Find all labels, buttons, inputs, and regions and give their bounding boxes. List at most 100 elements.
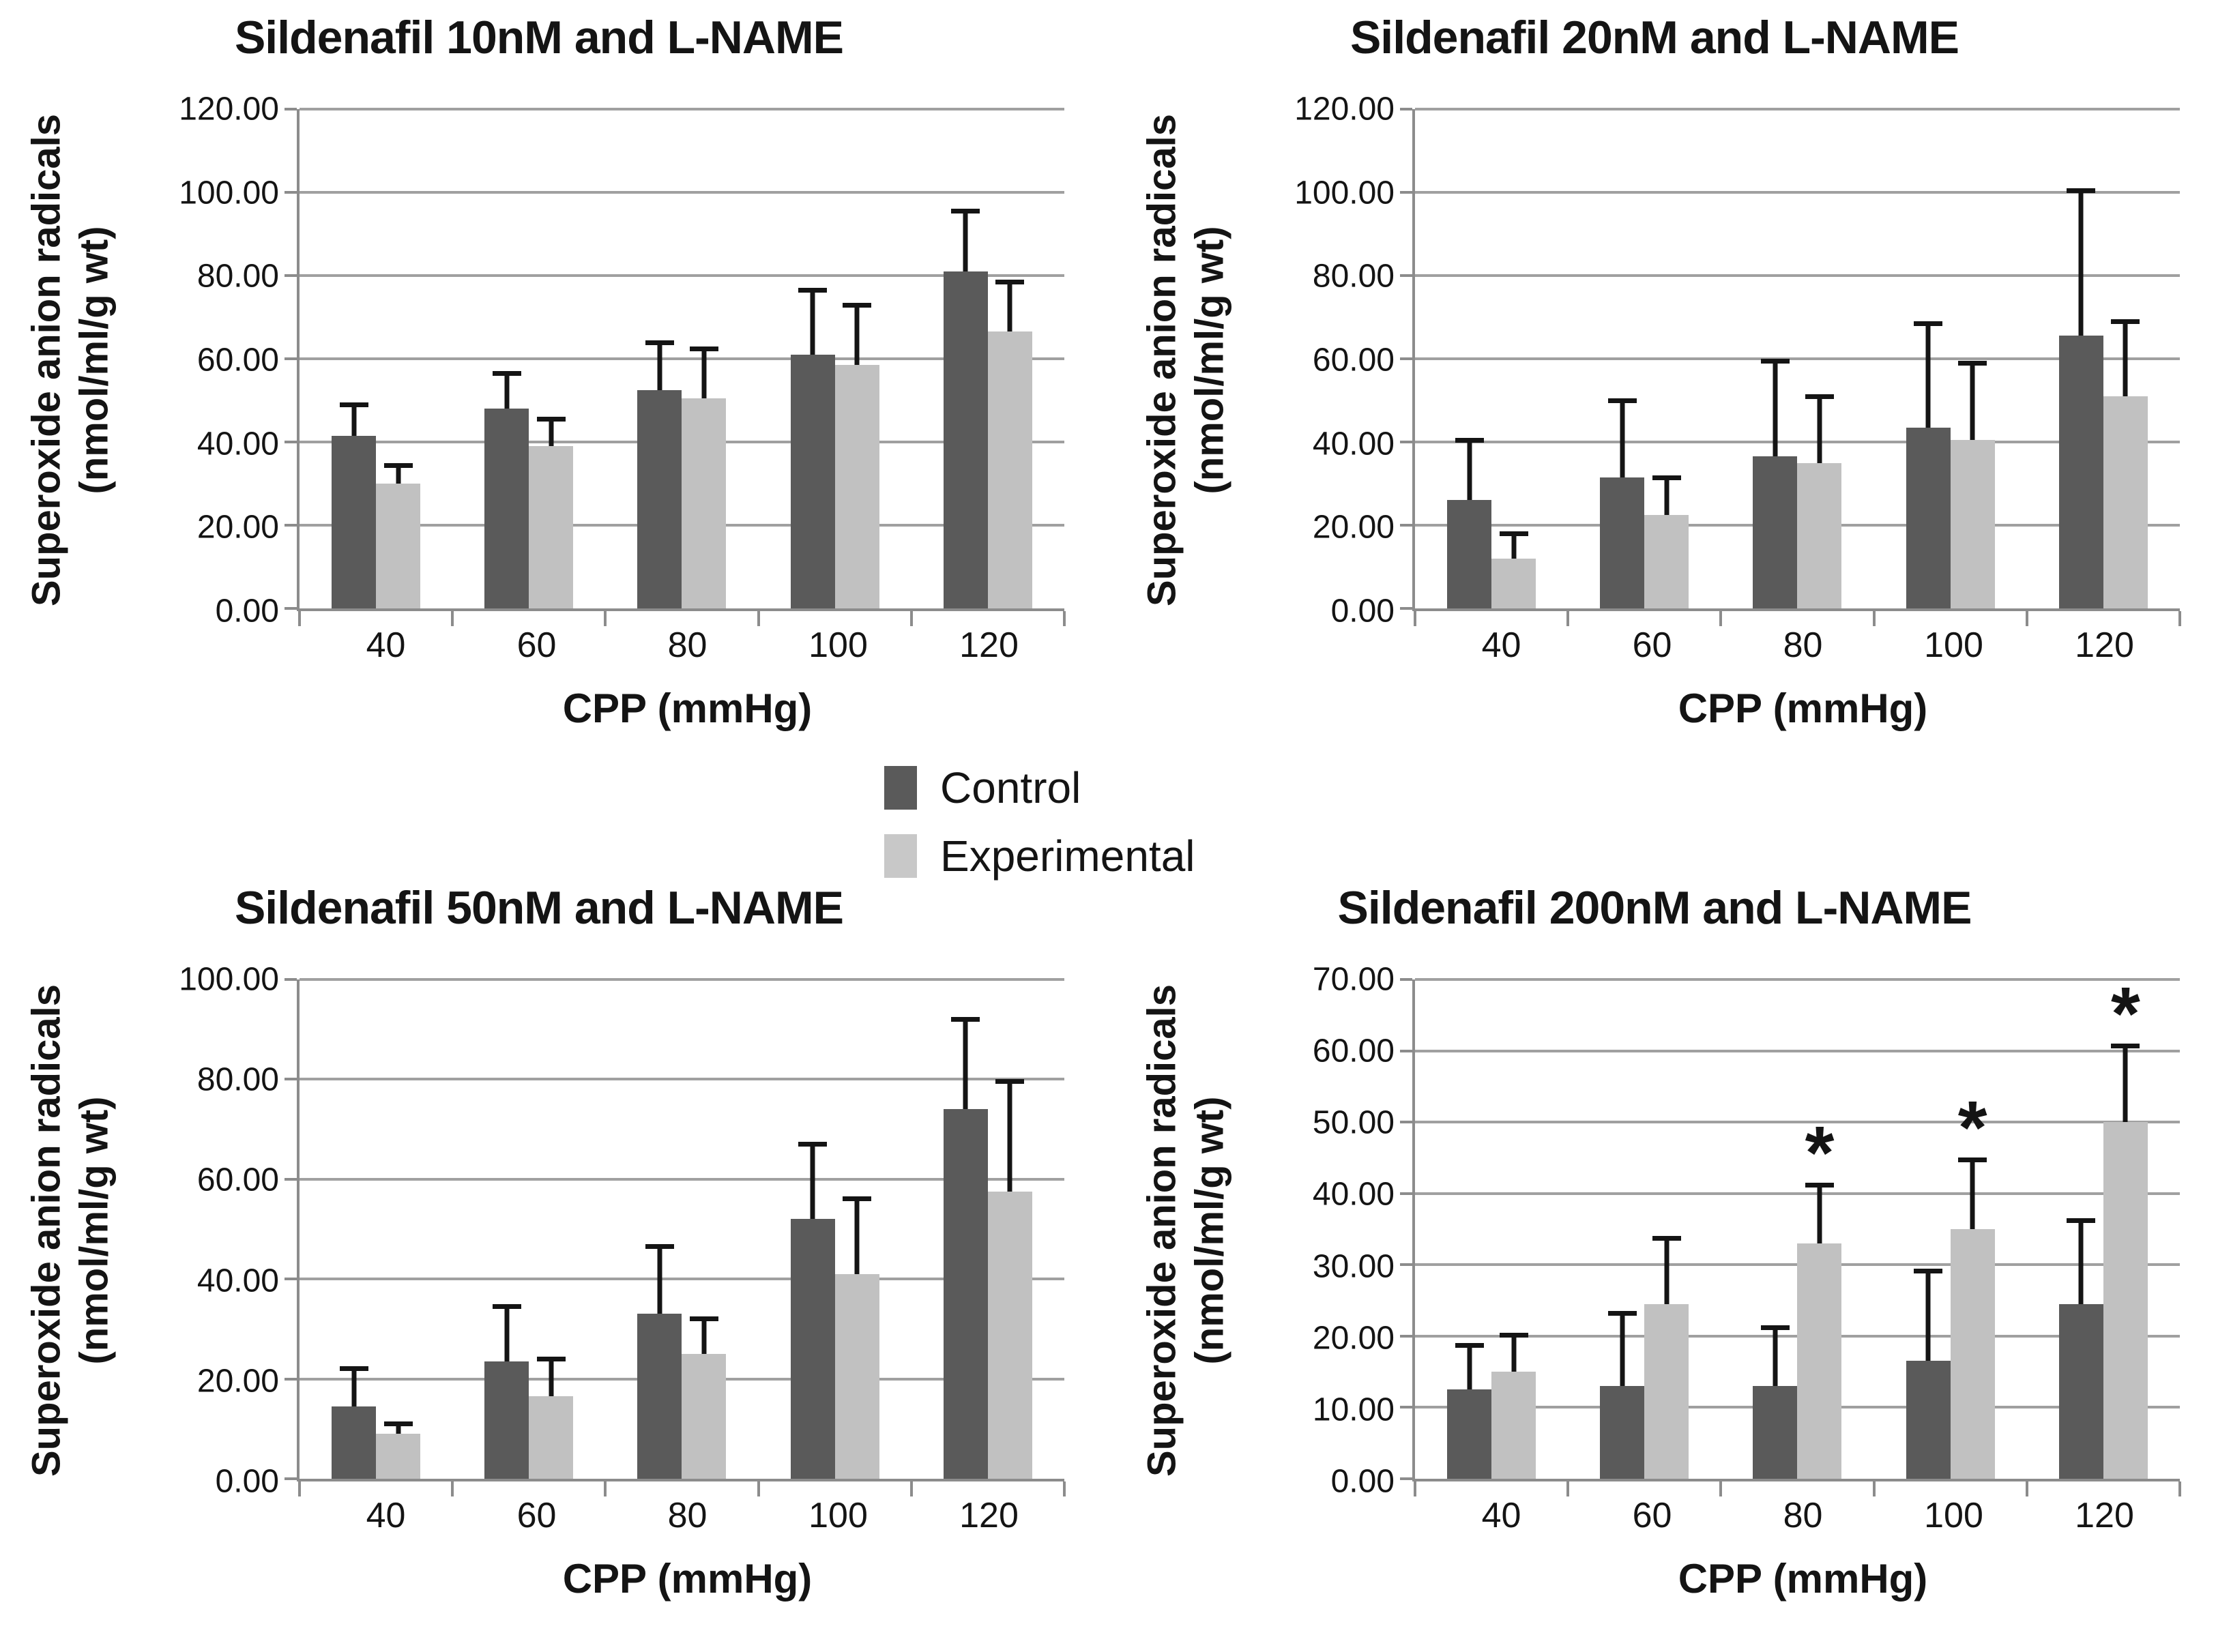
bar-experimental [529, 1396, 574, 1479]
x-axis-tick-label: 120 [2075, 625, 2134, 665]
y-axis-label-column: Superoxide anion radicals (nmol/ml/g wt) [14, 109, 126, 611]
y-axis-tick-labels: 100.00 80.00 60.00 40.00 20.00 0.00 [126, 962, 297, 1500]
error-bar [843, 302, 872, 366]
error-bar [843, 1196, 872, 1273]
y-axis-tick-mark [285, 274, 297, 277]
y-axis-tick-label: 30.00 [1312, 1248, 1395, 1285]
y-axis-tick-label: 40.00 [196, 426, 279, 462]
significance-asterisk: * [1957, 1086, 1987, 1170]
error-bar [2067, 1218, 2096, 1303]
error-bar [798, 288, 828, 355]
bar-control [637, 1314, 682, 1479]
x-axis-tick-labels: 40 60 80 100 120 [1426, 611, 2180, 679]
bar-control [332, 435, 377, 608]
bar-experimental [529, 446, 574, 608]
x-axis-tick-mark [604, 611, 607, 626]
y-axis-tick-mark [1400, 1192, 1412, 1195]
bar-group-cpp-60 [1568, 979, 1721, 1479]
y-axis-tick-mark [1400, 108, 1412, 110]
y-axis-tick-mark [285, 108, 297, 110]
y-axis-tick-mark [1400, 1334, 1412, 1338]
bar-control [1600, 1386, 1645, 1479]
chart-panel-sildenafil-200nm: Sildenafil 200nM and L-NAME Superoxide a… [1116, 826, 2231, 1652]
x-axis-title: CPP (mmHg) [562, 1556, 813, 1602]
x-axis-tick-label: 120 [959, 625, 1019, 665]
gridline [1415, 274, 2180, 277]
bar-experimental [376, 1434, 421, 1479]
y-axis-tick-label: 100.00 [1294, 175, 1395, 211]
gridline [300, 357, 1064, 360]
y-axis-tick-mark [1400, 1406, 1412, 1409]
error-bar [2111, 1044, 2140, 1122]
x-axis-tick-label: 80 [1783, 1496, 1823, 1535]
gridline [300, 1177, 1064, 1181]
y-axis-tick-mark [1400, 191, 1412, 194]
x-axis-tick-mark [298, 611, 301, 626]
bar-experimental [1797, 462, 1842, 608]
bar-group-cpp-100 [759, 979, 912, 1479]
error-bar [1958, 361, 1987, 440]
x-axis-tick-labels: 40 60 80 100 120 [310, 611, 1064, 679]
x-axis-tick-label: 40 [1481, 1496, 1521, 1535]
bar-control [2058, 336, 2103, 608]
bar-experimental [834, 365, 879, 608]
x-axis-tick-mark [2178, 1481, 2181, 1496]
y-axis-title-line1: Superoxide anion radicals [1139, 984, 1184, 1477]
gridline [1415, 191, 2180, 194]
y-axis-tick-mark [285, 1477, 297, 1480]
bar-control [943, 1109, 988, 1479]
x-axis-tick-label: 100 [808, 625, 868, 665]
y-axis-tick-label: 70.00 [1312, 961, 1395, 998]
bar-group-cpp-80 [605, 979, 758, 1479]
y-axis-tick-label: 80.00 [196, 258, 279, 295]
bar-control [943, 271, 988, 608]
y-axis-tick-mark [1400, 607, 1412, 610]
y-axis-label-column: Superoxide anion radicals (nmol/ml/g wt) [1129, 979, 1242, 1481]
bar-experimental [682, 398, 727, 608]
bar-experimental [987, 331, 1032, 608]
chart-title: Sildenafil 20nM and L-NAME [1350, 12, 1959, 63]
y-axis-tick-label: 20.00 [1312, 509, 1395, 546]
bar-group-cpp-100: * [1874, 979, 2027, 1479]
error-bar [1805, 1183, 1834, 1243]
error-bar [1455, 437, 1484, 501]
gridline [1415, 1192, 2180, 1195]
bar-control [484, 1361, 529, 1479]
bar-control [1447, 500, 1492, 608]
y-axis-title-line2: (nmol/ml/g wt) [1186, 226, 1231, 495]
y-axis-tick-labels: 120.00 100.00 80.00 60.00 40.00 20.00 0.00 [126, 91, 297, 630]
chart-body: Superoxide anion radicals (nmol/ml/g wt)… [14, 939, 1066, 1500]
x-axis-tick-label: 100 [1924, 625, 1983, 665]
y-axis-tick-mark [1400, 1263, 1412, 1267]
y-axis-label-column: Superoxide anion radicals (nmol/ml/g wt) [14, 979, 126, 1481]
y-axis-tick-label: 100.00 [179, 175, 279, 211]
gridline [300, 191, 1064, 194]
gridline [300, 1278, 1064, 1281]
bar-control [484, 409, 529, 608]
y-axis-tick-mark [285, 1078, 297, 1081]
x-axis-tick-mark [2025, 1481, 2028, 1496]
error-bar [798, 1141, 828, 1219]
x-axis-tick-mark [757, 1481, 760, 1496]
x-axis-tick-mark [757, 611, 760, 626]
x-axis-tick-label: 120 [959, 1496, 1019, 1535]
bar-group-cpp-120 [912, 109, 1064, 608]
x-axis-tick-label: 60 [516, 625, 557, 665]
y-axis-tick-label: 60.00 [196, 342, 279, 379]
y-axis-tick-label: 80.00 [1312, 258, 1395, 295]
y-axis-tick-mark [1400, 1049, 1412, 1052]
error-bar [536, 1356, 566, 1397]
y-axis-title-line2: (nmol/ml/g wt) [1186, 1096, 1231, 1365]
x-axis-tick-label: 80 [1783, 625, 1823, 665]
legend: Control Experimental [884, 763, 1195, 899]
y-axis-title-line1: Superoxide anion radicals [1139, 114, 1184, 606]
y-axis-tick-mark [1400, 274, 1412, 277]
bar-group-cpp-40 [1415, 979, 1568, 1479]
error-bar [1607, 398, 1637, 477]
error-bar [1499, 1332, 1528, 1372]
chart-body: Superoxide anion radicals (nmol/ml/g wt)… [1129, 939, 2181, 1500]
plot-area [1400, 108, 2181, 626]
x-axis-tick-label: 40 [366, 625, 406, 665]
y-axis-title: Superoxide anion radicals (nmol/ml/g wt) [23, 0, 117, 735]
x-axis-tick-mark [2025, 611, 2028, 626]
